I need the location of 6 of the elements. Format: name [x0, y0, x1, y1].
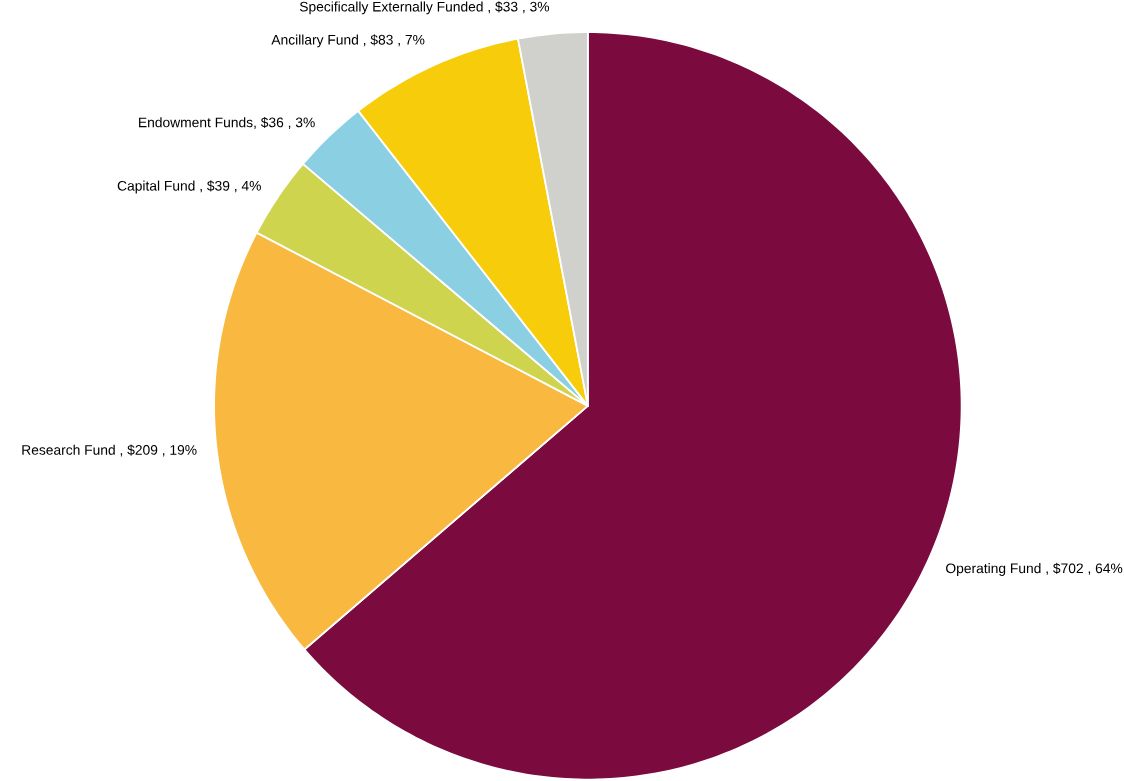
- slice-label: Operating Fund , $702 , 64%: [946, 563, 1123, 577]
- slice-label: Ancillary Fund , $83 , 7%: [271, 34, 425, 48]
- slice-label: Research Fund , $209 , 19%: [22, 444, 197, 457]
- slice-label: Specifically Externally Funded , $33 , 3%: [299, 1, 550, 15]
- slice-label: Endowment Funds, $36 , 3%: [139, 117, 315, 130]
- slice-label: Capital Fund , $39 , 4%: [117, 180, 261, 194]
